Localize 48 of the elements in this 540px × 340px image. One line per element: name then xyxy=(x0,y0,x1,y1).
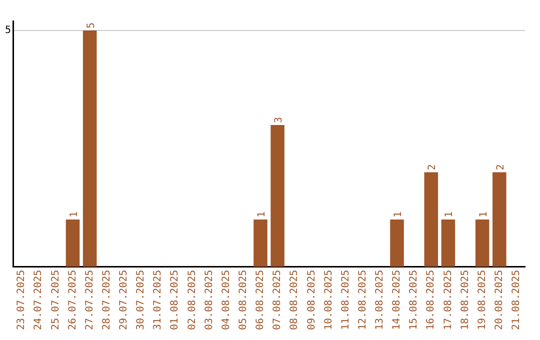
x-tick-label: 01.08.2025 xyxy=(170,270,181,330)
x-tick-label: 08.08.2025 xyxy=(289,270,300,330)
x-tick-label: 21.08.2025 xyxy=(511,270,522,330)
x-tick-label: 06.08.2025 xyxy=(255,270,266,330)
data-label: 1 xyxy=(393,211,404,218)
bar xyxy=(492,172,506,267)
x-tick-label: 09.08.2025 xyxy=(306,270,318,330)
data-label: 3 xyxy=(274,116,285,123)
bar xyxy=(441,220,456,267)
data-label: 1 xyxy=(478,211,490,218)
data-label: 2 xyxy=(495,164,506,170)
x-tick-label: 13.08.2025 xyxy=(374,270,386,330)
x-tick-label: 16.08.2025 xyxy=(426,270,437,330)
x-tick-label: 14.08.2025 xyxy=(392,270,403,330)
x-tick-label: 12.08.2025 xyxy=(357,270,368,330)
x-tick-label: 05.08.2025 xyxy=(238,270,250,330)
data-label: 1 xyxy=(256,211,268,218)
data-label: 2 xyxy=(427,164,438,170)
x-tick-label: 17.08.2025 xyxy=(442,270,454,330)
x-tick-label: 31.07.2025 xyxy=(152,270,164,330)
x-tick-label: 10.08.2025 xyxy=(323,270,334,330)
x-tick-label: 07.08.2025 xyxy=(272,270,284,330)
x-tick-label: 11.08.2025 xyxy=(340,270,352,330)
x-tick-label: 27.07.2025 xyxy=(84,270,96,330)
bar xyxy=(424,172,438,267)
x-tick-label: 29.07.2025 xyxy=(118,270,130,330)
x-tick-label: 23.07.2025 xyxy=(16,270,28,330)
bar xyxy=(82,30,97,267)
x-tick-label: 24.07.2025 xyxy=(33,270,44,330)
bar xyxy=(270,124,284,267)
data-label: 1 xyxy=(68,211,80,218)
data-label: 5 xyxy=(86,22,97,28)
bar xyxy=(254,220,268,267)
x-tick-label: 25.07.2025 xyxy=(50,270,62,330)
x-tick-label: 03.08.2025 xyxy=(204,270,215,330)
bar xyxy=(66,220,80,267)
x-tick-label: 19.08.2025 xyxy=(476,270,488,330)
bar xyxy=(390,220,404,267)
x-tick-label: 26.07.2025 xyxy=(67,270,78,330)
x-tick-label: 04.08.2025 xyxy=(220,270,232,330)
x-tick-label: 28.07.2025 xyxy=(101,270,112,330)
data-label: 1 xyxy=(444,211,456,218)
x-tick-label: 18.08.2025 xyxy=(460,270,471,330)
bar xyxy=(475,220,490,267)
x-tick-label: 02.08.2025 xyxy=(186,270,198,330)
x-tick-label: 15.08.2025 xyxy=(408,270,420,330)
x-tick-label: 20.08.2025 xyxy=(494,270,505,330)
x-tick-label: 30.07.2025 xyxy=(136,270,147,330)
